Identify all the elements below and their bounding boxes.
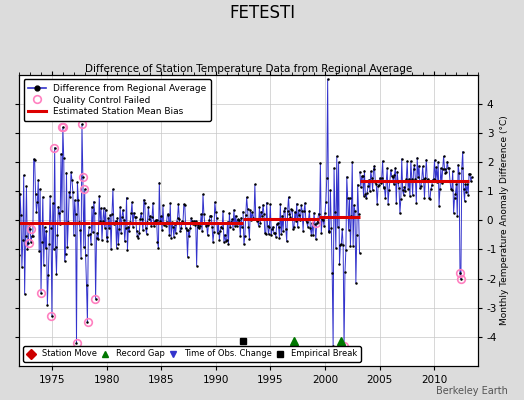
Text: Berkeley Earth: Berkeley Earth (436, 386, 508, 396)
Title: Difference of Station Temperature Data from Regional Average: Difference of Station Temperature Data f… (85, 64, 412, 74)
Y-axis label: Monthly Temperature Anomaly Difference (°C): Monthly Temperature Anomaly Difference (… (500, 116, 509, 325)
Legend: Station Move, Record Gap, Time of Obs. Change, Empirical Break: Station Move, Record Gap, Time of Obs. C… (24, 346, 361, 362)
Text: FETESTI: FETESTI (229, 4, 295, 22)
